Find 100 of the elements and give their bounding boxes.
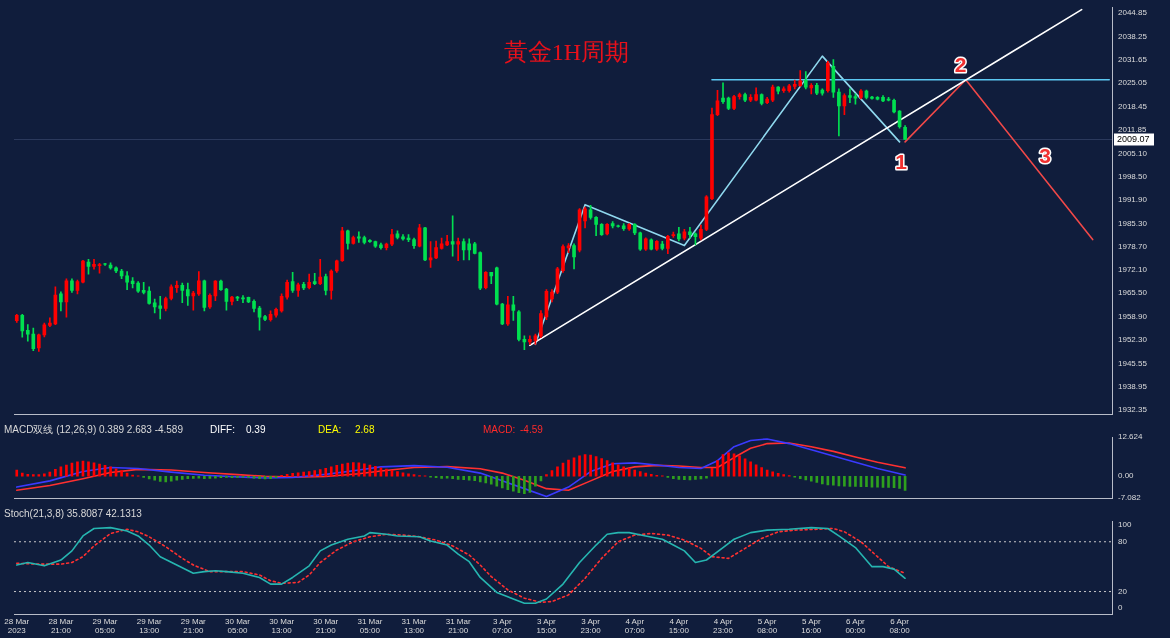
text: DIFF:	[210, 423, 235, 435]
bar	[186, 475, 190, 480]
bar	[898, 475, 901, 489]
bar	[313, 470, 317, 477]
x-tick-label: 6 Apr 00:00	[845, 616, 866, 636]
bar	[616, 464, 620, 477]
x-tick-label: 30 Mar 21:00	[313, 616, 339, 636]
x-tick-label: 31 Mar 21:00	[445, 616, 471, 636]
x-tick-label: 3 Apr 07:00	[492, 616, 513, 636]
bar	[589, 454, 592, 477]
bar	[54, 469, 57, 477]
x-tick-label: 29 Mar 21:00	[180, 616, 207, 636]
bar	[578, 455, 581, 477]
bar	[158, 475, 162, 482]
bar	[506, 475, 510, 490]
bar	[683, 475, 686, 480]
bar	[843, 475, 846, 487]
bar	[644, 472, 648, 477]
bar	[87, 461, 90, 477]
bar	[258, 475, 261, 480]
bar	[484, 475, 488, 484]
bar	[776, 473, 780, 477]
bar	[76, 461, 79, 477]
bar	[169, 475, 173, 482]
bar	[98, 463, 101, 477]
bar	[451, 475, 454, 480]
text: 0.39	[246, 423, 266, 435]
bar	[20, 472, 24, 477]
bar	[638, 471, 642, 477]
bar	[815, 475, 819, 483]
y-tick-label: 80	[1118, 536, 1128, 546]
y-tick-label: 2011.85	[1118, 124, 1147, 134]
bar	[462, 475, 466, 480]
y-tick-label: 1985.30	[1118, 218, 1148, 228]
bar	[385, 468, 388, 477]
annotation: 2	[954, 52, 967, 76]
bar	[164, 475, 168, 483]
y-tick-label: 1965.50	[1118, 288, 1148, 298]
text: MACD双线 (12,26,9) 0.389 2.683 -4.589	[4, 423, 184, 435]
bar	[346, 462, 350, 477]
ref-line-label: 2009.07	[1117, 133, 1150, 144]
bar	[556, 466, 559, 477]
y-tick-label: 2038.25	[1118, 31, 1148, 41]
y-tick-label: 1945.55	[1118, 358, 1148, 368]
y-tick-label: 2025.05	[1118, 78, 1148, 88]
bar	[567, 459, 570, 477]
x-tick-label: 30 Mar 13:00	[269, 616, 295, 636]
y-tick-label: 2031.65	[1118, 55, 1148, 65]
y-tick-label: 0	[1118, 603, 1123, 613]
bar	[489, 475, 493, 485]
bar	[749, 461, 752, 477]
bar	[633, 469, 637, 477]
bar	[798, 475, 802, 480]
text: 黃金1H周期	[503, 38, 630, 65]
y-tick-label: -7.082	[1118, 493, 1142, 503]
y-tick-label: 1972.10	[1118, 265, 1148, 275]
bar	[832, 475, 835, 486]
x-tick-label: 5 Apr 16:00	[801, 616, 822, 636]
bar	[760, 467, 763, 477]
text: 2.68	[355, 423, 375, 435]
x-tick-label: 28 Mar 2023	[4, 616, 30, 636]
bar	[600, 458, 603, 477]
text: Stoch(21,3,8) 35.8087 42.1313	[4, 507, 143, 519]
bar	[175, 475, 179, 481]
x-tick-label: 4 Apr 15:00	[668, 616, 690, 636]
bar	[545, 474, 548, 477]
bar	[500, 475, 504, 489]
bar	[523, 475, 526, 494]
text: DEA:	[318, 423, 342, 435]
y-tick-label: 100	[1118, 520, 1132, 530]
bar	[269, 475, 272, 480]
bar	[694, 475, 697, 480]
x-tick-label: 3 Apr 23:00	[580, 616, 602, 636]
y-tick-label: 20	[1118, 586, 1128, 596]
y-tick-label: 1952.30	[1118, 334, 1148, 344]
annotation: 3	[1039, 143, 1051, 167]
x-tick-label: 30 Mar 05:00	[225, 616, 251, 636]
bar	[26, 474, 30, 477]
bar	[109, 466, 112, 477]
bar	[296, 472, 300, 477]
bar	[65, 464, 68, 477]
y-tick-label: 2044.85	[1118, 8, 1148, 18]
bar	[147, 475, 151, 480]
bar	[401, 472, 405, 477]
bar	[534, 475, 537, 487]
bar	[478, 475, 482, 483]
bar	[727, 452, 730, 477]
bar	[291, 473, 294, 477]
bar	[649, 474, 653, 477]
y-tick-label: 1978.70	[1118, 241, 1148, 251]
x-tick-label: 5 Apr 08:00	[757, 616, 778, 636]
bar	[782, 474, 786, 477]
bar	[627, 468, 631, 477]
bar	[876, 475, 879, 488]
bar	[335, 465, 339, 477]
bar	[203, 475, 206, 480]
x-tick-label: 4 Apr 23:00	[712, 616, 734, 636]
y-tick-label: 12.624	[1118, 432, 1144, 442]
x-tick-label: 3 Apr 15:00	[536, 616, 557, 636]
bar	[15, 469, 19, 477]
